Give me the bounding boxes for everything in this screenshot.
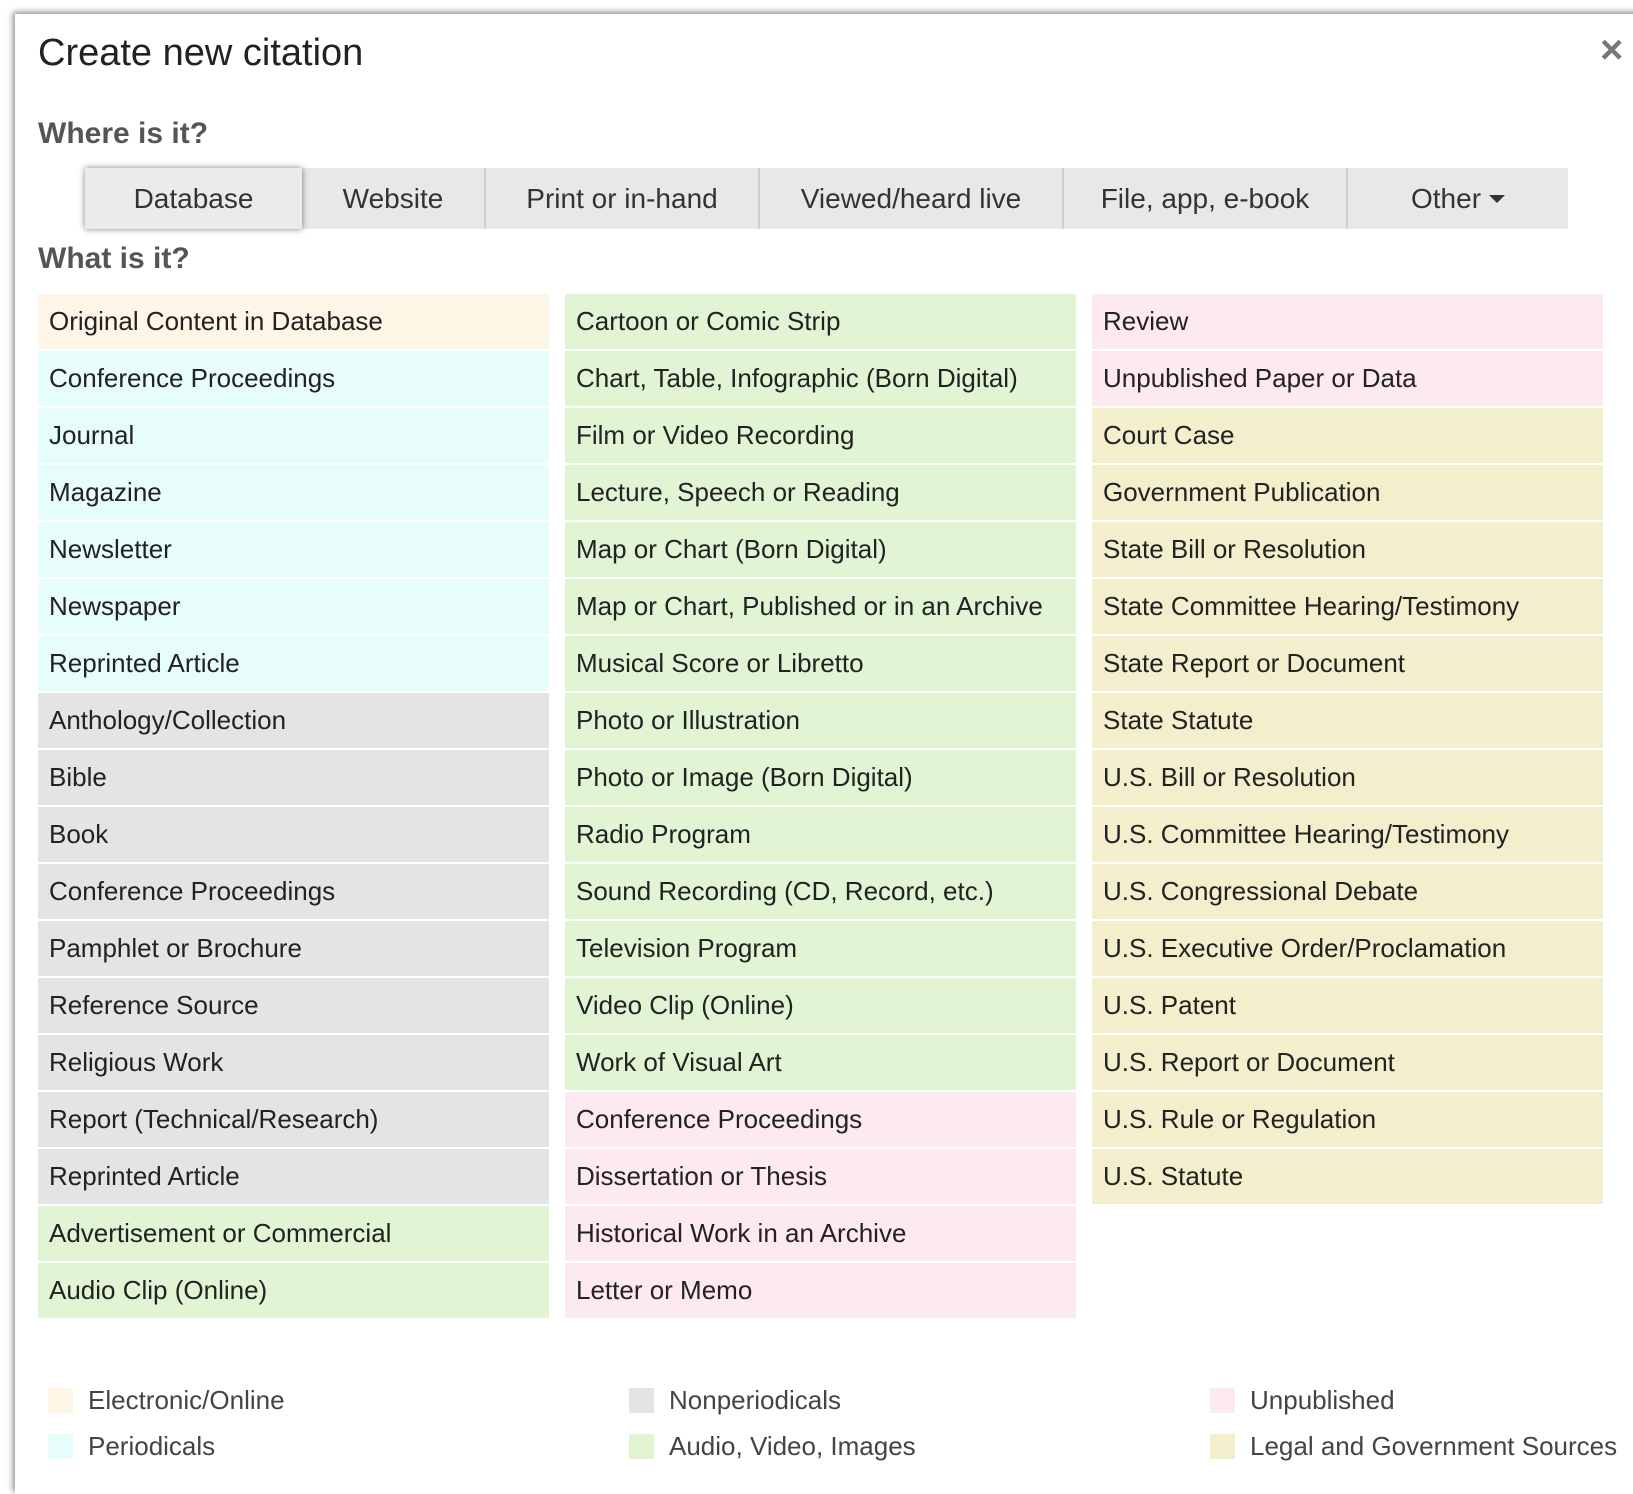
tab[interactable]: Database <box>85 168 302 229</box>
legend-label: Periodicals <box>88 1430 216 1461</box>
citation-type[interactable]: Conference Proceedings <box>565 1092 1076 1147</box>
tab[interactable]: Viewed/heard live <box>760 168 1064 229</box>
citation-type[interactable]: Government Publication <box>1092 465 1603 520</box>
close-button[interactable]: × <box>1600 28 1624 72</box>
citation-type[interactable]: Review <box>1092 294 1603 349</box>
legend-entry: Audio, Video, Images <box>629 1423 1210 1469</box>
legend-entry: Periodicals <box>48 1423 629 1469</box>
citation-type[interactable]: U.S. Report or Document <box>1092 1035 1603 1090</box>
citation-type[interactable]: State Committee Hearing/Testimony <box>1092 579 1603 634</box>
citation-type[interactable]: U.S. Patent <box>1092 978 1603 1033</box>
legend-label: Audio, Video, Images <box>669 1430 916 1461</box>
legend-swatch <box>629 1387 654 1413</box>
citation-type[interactable]: Reprinted Article <box>38 1149 549 1204</box>
citation-type[interactable]: State Statute <box>1092 693 1603 748</box>
citation-type[interactable]: Conference Proceedings <box>38 351 549 406</box>
citation-type[interactable]: Magazine <box>38 465 549 520</box>
legend-label: Electronic/Online <box>88 1384 285 1415</box>
tab-label: Viewed/heard live <box>800 182 1022 214</box>
tab[interactable]: Other <box>1348 168 1568 229</box>
type-grid: Original Content in Database Conference P… <box>38 294 1603 1318</box>
citation-type[interactable]: Film or Video Recording <box>565 408 1076 463</box>
citation-type[interactable]: State Report or Document <box>1092 636 1603 691</box>
citation-type[interactable]: Newspaper <box>38 579 549 634</box>
citation-type[interactable]: Work of Visual Art <box>565 1035 1076 1090</box>
legend: Electronic/Online Periodicals Nonperiodica… <box>48 1377 1633 1469</box>
tab-label: File, app, e-book <box>1100 182 1310 214</box>
citation-type[interactable]: Reprinted Article <box>38 636 549 691</box>
citation-type[interactable]: Reference Source <box>38 978 549 1033</box>
citation-type[interactable]: Book <box>38 807 549 862</box>
section-label: Where is it? <box>38 117 209 150</box>
citation-type[interactable]: Historical Work in an Archive <box>565 1206 1076 1261</box>
citation-type[interactable]: Photo or Illustration <box>565 693 1076 748</box>
citation-type[interactable]: Bible <box>38 750 549 805</box>
legend-swatch <box>48 1433 73 1459</box>
legend-label: Legal and Government Sources <box>1250 1430 1618 1461</box>
citation-type[interactable]: Conference Proceedings <box>38 864 549 919</box>
citation-type[interactable]: Sound Recording (CD, Record, etc.) <box>565 864 1076 919</box>
citation-type[interactable]: Radio Program <box>565 807 1076 862</box>
citation-type[interactable]: Pamphlet or Brochure <box>38 921 549 976</box>
citation-type[interactable]: U.S. Statute <box>1092 1149 1603 1204</box>
citation-type[interactable]: Dissertation or Thesis <box>565 1149 1076 1204</box>
legend-entry: Electronic/Online <box>48 1377 629 1423</box>
tab[interactable]: Website <box>302 168 486 229</box>
citation-type[interactable]: Unpublished Paper or Data <box>1092 351 1603 406</box>
citation-type[interactable]: U.S. Executive Order/Proclamation <box>1092 921 1603 976</box>
citation-type[interactable]: Television Program <box>565 921 1076 976</box>
citation-type[interactable]: Audio Clip (Online) <box>38 1263 549 1318</box>
citation-type[interactable]: Photo or Image (Born Digital) <box>565 750 1076 805</box>
citation-type[interactable]: Journal <box>38 408 549 463</box>
tab-label: Other <box>1410 182 1482 214</box>
tab-label: Database <box>133 182 254 214</box>
tab[interactable]: Print or in-hand <box>486 168 760 229</box>
legend-label: Unpublished <box>1250 1384 1395 1415</box>
dialog-title: Create new citation <box>38 32 364 74</box>
legend-entry: Legal and Government Sources <box>1210 1423 1633 1469</box>
citation-type[interactable]: Anthology/Collection <box>38 693 549 748</box>
citation-type[interactable]: Court Case <box>1092 408 1603 463</box>
citation-type[interactable]: State Bill or Resolution <box>1092 522 1603 577</box>
tab-label: Print or in-hand <box>526 182 718 214</box>
citation-type[interactable]: Newsletter <box>38 522 549 577</box>
citation-type[interactable]: Video Clip (Online) <box>565 978 1076 1033</box>
citation-type[interactable]: Map or Chart, Published or in an Archive <box>565 579 1076 634</box>
citation-type[interactable]: U.S. Committee Hearing/Testimony <box>1092 807 1603 862</box>
legend-swatch <box>629 1433 654 1459</box>
legend-entry: Unpublished <box>1210 1377 1633 1423</box>
tab[interactable]: File, app, e-book <box>1064 168 1348 229</box>
citation-type[interactable]: U.S. Rule or Regulation <box>1092 1092 1603 1147</box>
citation-dialog: Create new citation × Where is it? Datab… <box>15 14 1633 1494</box>
citation-type[interactable]: Musical Score or Libretto <box>565 636 1076 691</box>
tab-bar: Database Website Print or in-hand Viewed/he… <box>85 168 1568 229</box>
citation-type[interactable]: Map or Chart (Born Digital) <box>565 522 1076 577</box>
legend-label: Nonperiodicals <box>669 1384 841 1415</box>
citation-type[interactable]: Chart, Table, Infographic (Born Digital) <box>565 351 1076 406</box>
citation-type[interactable]: Original Content in Database <box>38 294 549 349</box>
legend-swatch <box>1210 1387 1235 1413</box>
citation-type[interactable]: Religious Work <box>38 1035 549 1090</box>
citation-type[interactable]: Cartoon or Comic Strip <box>565 294 1076 349</box>
citation-type[interactable]: Lecture, Speech or Reading <box>565 465 1076 520</box>
citation-type[interactable]: Advertisement or Commercial <box>38 1206 549 1261</box>
citation-type[interactable]: Letter or Memo <box>565 1263 1076 1318</box>
dropdown-caret <box>1489 194 1506 203</box>
legend-swatch <box>48 1387 73 1413</box>
citation-type[interactable]: Report (Technical/Research) <box>38 1092 549 1147</box>
legend-entry: Nonperiodicals <box>629 1377 1210 1423</box>
tab-label: Website <box>342 182 444 214</box>
section-label: What is it? <box>38 242 190 275</box>
citation-type[interactable]: U.S. Bill or Resolution <box>1092 750 1603 805</box>
legend-swatch <box>1210 1433 1235 1459</box>
citation-type[interactable]: U.S. Congressional Debate <box>1092 864 1603 919</box>
